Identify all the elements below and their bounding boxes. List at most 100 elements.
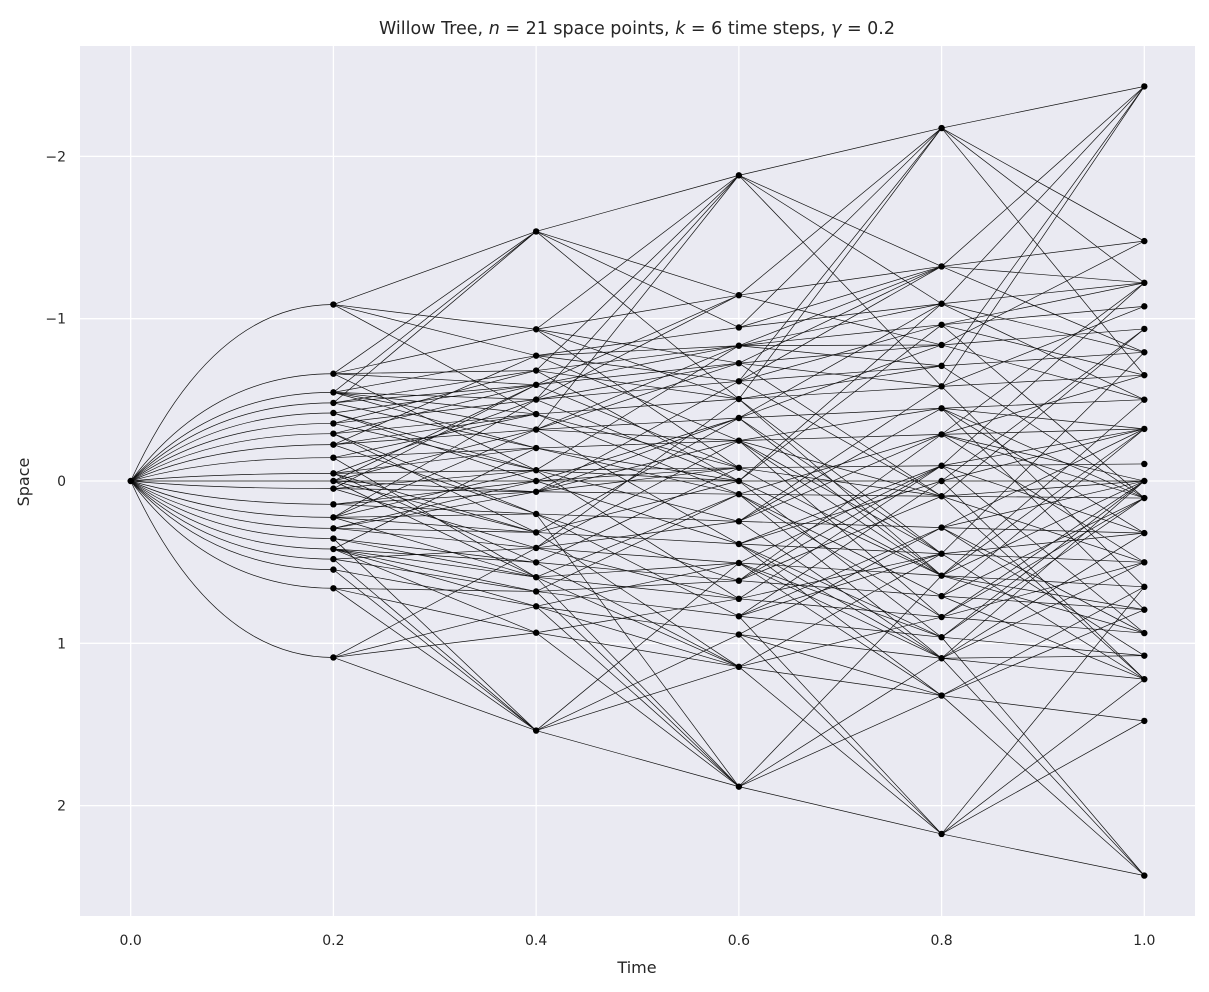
tree-node <box>532 367 540 374</box>
y-tick-label: −1 <box>45 312 66 328</box>
tree-edge <box>535 532 740 668</box>
tree-edge <box>941 495 1145 499</box>
tree-edge <box>738 434 942 581</box>
tree-edge <box>333 355 537 445</box>
tree-edge <box>738 467 942 576</box>
tree-edge <box>738 543 942 696</box>
tree-edge <box>941 266 1145 284</box>
tree-edge <box>535 513 740 617</box>
x-tick-label: 0.4 <box>525 933 547 949</box>
tree-node <box>532 396 540 403</box>
tree-edge <box>941 465 1145 534</box>
tree-node <box>532 228 540 235</box>
tree-node <box>1141 396 1148 403</box>
tree-edge <box>941 586 1145 696</box>
tree-edge <box>738 440 942 497</box>
tree-node <box>532 529 540 536</box>
tree-edge <box>738 434 942 522</box>
tree-edge <box>333 587 537 731</box>
tree-edge <box>333 373 537 471</box>
tree-edge <box>130 480 334 658</box>
x-tick-label: 0.0 <box>120 933 142 949</box>
tree-edge <box>333 447 537 459</box>
tree-edge <box>941 658 1145 876</box>
tree-node <box>735 477 743 485</box>
tree-edge <box>536 175 739 232</box>
tree-edge <box>333 547 537 658</box>
tree-edge <box>536 632 739 668</box>
tree-edge <box>738 127 942 176</box>
tree-node <box>330 485 337 492</box>
tree-edge <box>333 548 537 607</box>
tree-edge <box>536 362 739 400</box>
tree-edge <box>333 392 537 449</box>
tree-edge <box>941 561 1145 618</box>
tree-node <box>735 172 743 179</box>
tree-edge <box>333 527 537 533</box>
tree-edge <box>738 324 942 482</box>
tree-edge <box>941 562 1145 659</box>
tree-node <box>938 321 945 328</box>
tree-edge <box>333 328 537 375</box>
tree-edge <box>941 240 1145 267</box>
tree-node <box>330 454 337 461</box>
tree-edge <box>738 407 942 419</box>
tree-node <box>330 477 337 485</box>
tree-node <box>330 535 337 542</box>
tree-node <box>1141 529 1148 537</box>
tree-node <box>330 545 337 553</box>
tree-edge <box>130 402 334 482</box>
tree-edge <box>333 429 537 518</box>
tree-node <box>1141 349 1148 356</box>
tree-edge <box>333 480 537 493</box>
tree-edge <box>738 493 942 618</box>
tree-edge <box>130 480 334 489</box>
tree-edge <box>941 282 1145 435</box>
tree-edge <box>941 428 1145 482</box>
tree-node <box>938 692 945 699</box>
tree-node <box>938 477 945 485</box>
tree-edge <box>536 576 739 600</box>
tree-node <box>938 431 945 438</box>
tree-edge <box>941 609 1145 696</box>
tree-edge <box>738 527 942 617</box>
tree-edges <box>130 86 1145 876</box>
tree-edge <box>738 398 942 576</box>
tree-edge <box>941 86 1145 367</box>
tree-edge <box>333 399 537 424</box>
tree-edge <box>536 666 739 731</box>
tree-edge <box>941 374 1145 387</box>
tree-edge <box>738 303 942 328</box>
tree-node <box>532 477 540 485</box>
tree-edge <box>738 380 942 497</box>
tree-node <box>532 467 540 474</box>
tree-node <box>735 342 743 349</box>
y-axis-label: Space <box>14 458 33 507</box>
tree-edge <box>535 440 740 549</box>
tree-edge <box>333 480 537 529</box>
tree-edge <box>536 513 739 522</box>
tree-node <box>330 514 337 521</box>
x-tick-label: 0.6 <box>728 933 750 949</box>
tree-edge <box>333 480 537 533</box>
tree-edge <box>333 370 537 404</box>
tree-node <box>938 462 945 469</box>
x-axis-label: Time <box>616 958 656 977</box>
tree-edge <box>738 562 942 638</box>
tree-node <box>330 430 337 437</box>
tree-edge <box>738 294 942 346</box>
tree-node <box>532 727 540 734</box>
tree-node <box>532 488 540 495</box>
tree-edge <box>536 513 739 582</box>
tree-edge <box>535 576 740 668</box>
tree-node <box>330 654 337 661</box>
tree-edge <box>941 678 1145 835</box>
tree-edge <box>536 362 739 430</box>
tree-edge <box>738 521 942 659</box>
tree-edge <box>130 480 334 550</box>
tree-edge <box>738 324 942 347</box>
tree-edge <box>130 480 334 529</box>
tree-edge <box>941 306 1145 387</box>
tree-edge <box>738 362 942 497</box>
tree-node <box>1141 559 1148 566</box>
